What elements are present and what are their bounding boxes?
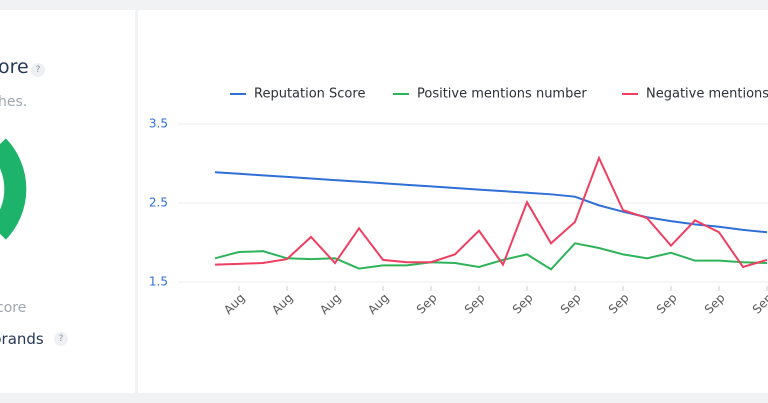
x-tick-label: Sep	[462, 291, 488, 317]
x-tick-label: Aug	[269, 291, 295, 317]
y-tick-label: 1.5	[149, 275, 168, 289]
y-tick-label: 2.5	[149, 196, 168, 210]
card-subtitle: hes.	[0, 94, 28, 110]
card-title: ore	[0, 56, 29, 78]
series-line	[214, 171, 768, 234]
x-tick-label: Sep	[414, 291, 440, 317]
series-line	[214, 155, 768, 269]
legend-label: Negative mentions number	[646, 87, 768, 102]
x-tick-label: Sep	[750, 291, 768, 317]
score-label: core	[0, 300, 27, 316]
brands-label: brands	[0, 330, 44, 348]
series-line	[214, 242, 768, 271]
x-tick-label: Aug	[317, 291, 343, 317]
legend-label: Positive mentions number	[417, 87, 587, 102]
gauge-arc	[0, 138, 27, 240]
x-tick-label: Sep	[654, 291, 680, 317]
x-tick-label: Sep	[510, 291, 536, 317]
help-icon[interactable]: ?	[54, 332, 68, 346]
y-tick-label: 3.5	[149, 117, 168, 131]
x-tick-label: Aug	[221, 291, 247, 317]
help-icon[interactable]: ?	[31, 63, 45, 77]
chart-card: 1.5 2.5 3.5 Aug Aug Aug Aug Sep Sep Sep Sep Sep Sep S…	[138, 10, 768, 393]
x-tick-label: Sep	[702, 291, 728, 317]
score-card: ore ? hes. core brands ?	[0, 10, 135, 393]
x-tick-label: Sep	[558, 291, 584, 317]
chart: 1.5 2.5 3.5 Aug Aug Aug Aug Sep Sep Sep Sep Sep Sep S…	[149, 87, 768, 317]
gauge	[0, 138, 27, 240]
x-tick-label: Aug	[365, 291, 391, 317]
x-tick-label: Sep	[606, 291, 632, 317]
legend-label: Reputation Score	[254, 87, 365, 102]
